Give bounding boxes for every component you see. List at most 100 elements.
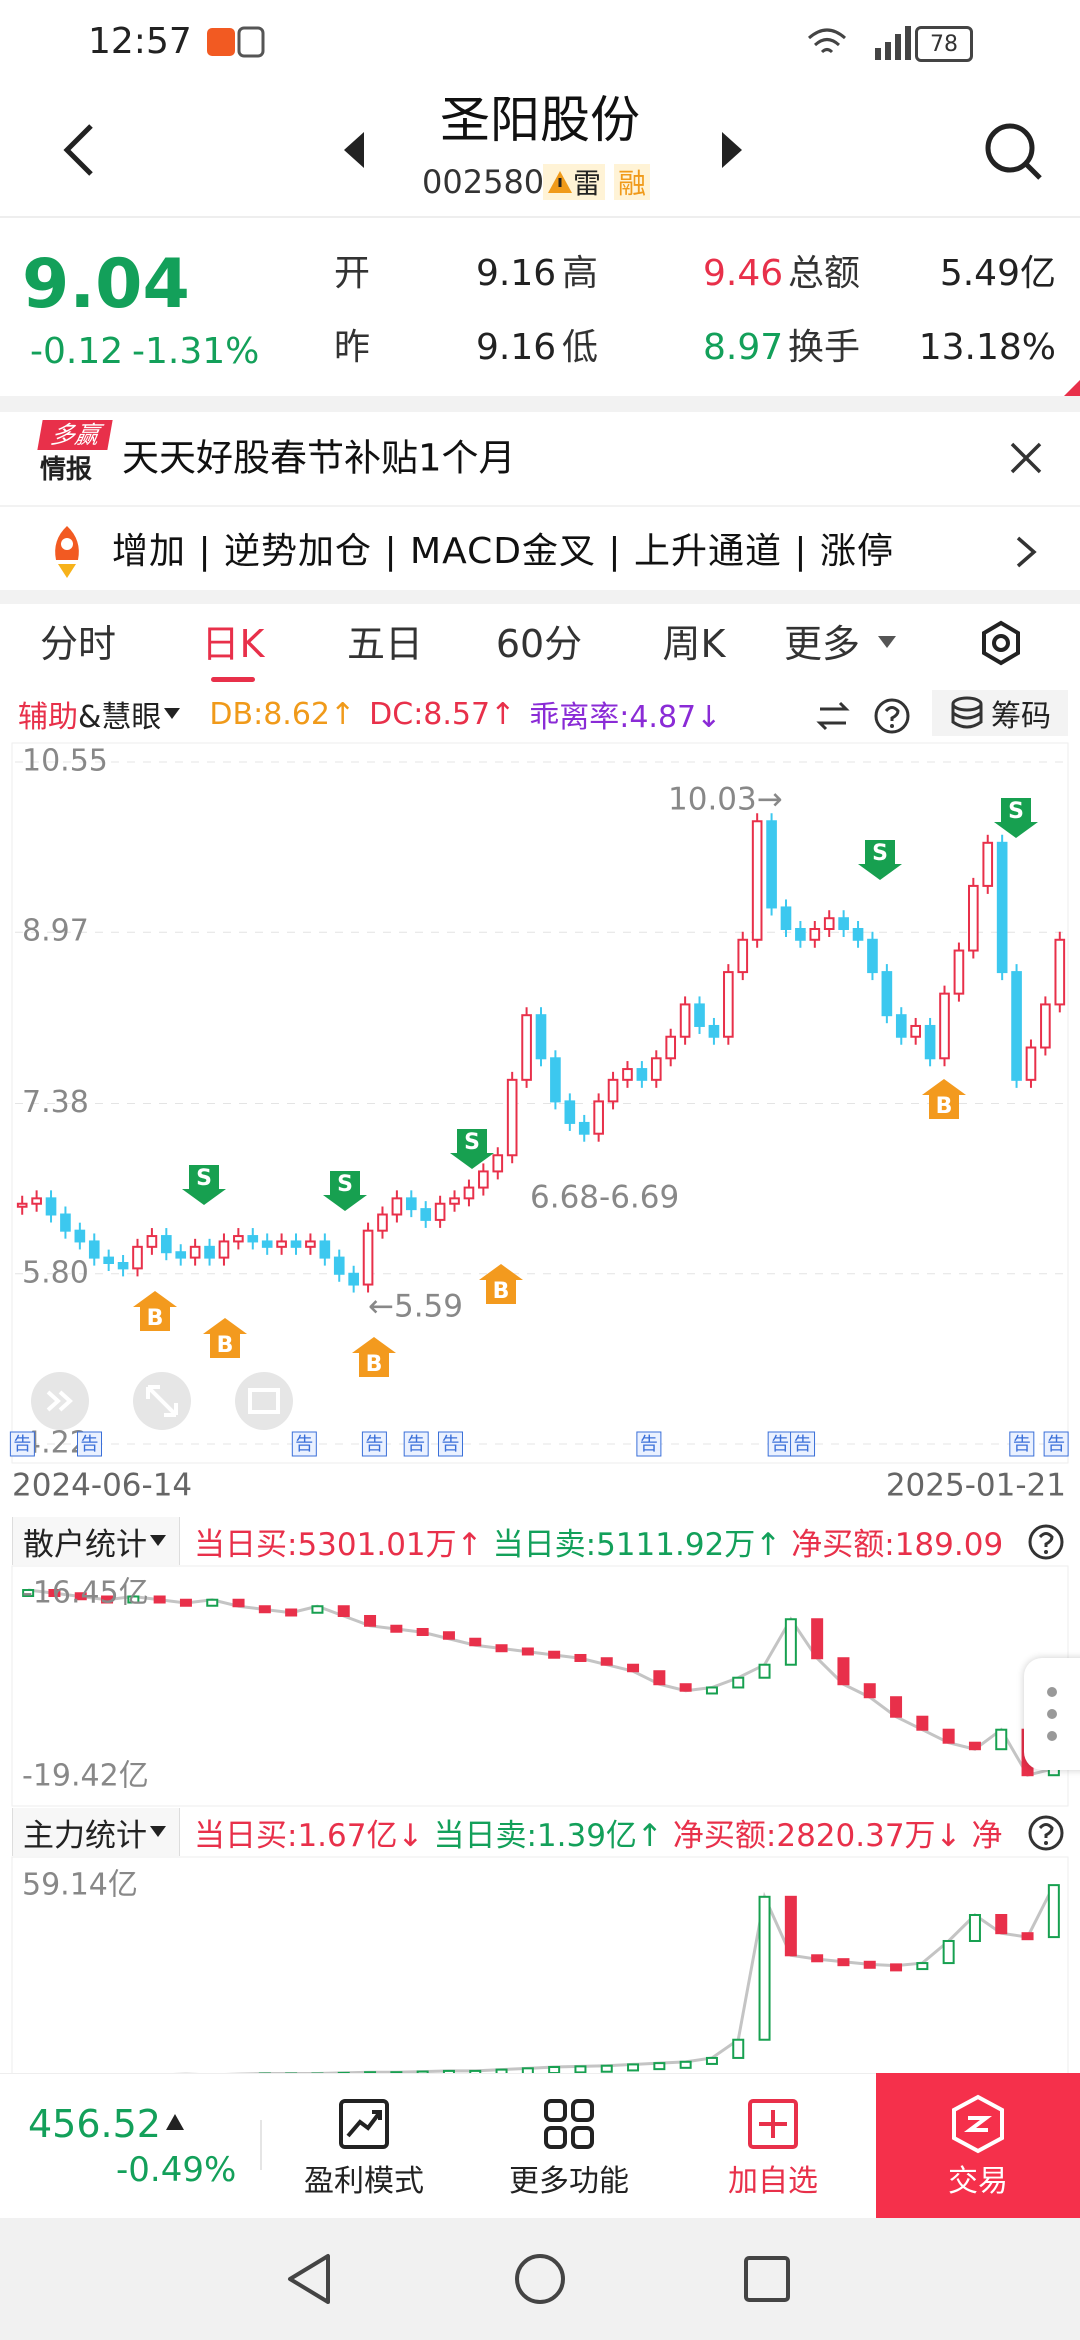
field-value: 8.97 xyxy=(703,327,784,368)
candle xyxy=(795,927,806,941)
tab-active[interactable]: 日K xyxy=(201,622,265,666)
settings-button[interactable] xyxy=(978,620,1024,666)
notice-label: 告 xyxy=(441,1434,459,1455)
flow-mark xyxy=(337,1605,350,1617)
notice-box xyxy=(77,1431,103,1457)
field-label: 换手 xyxy=(788,327,861,368)
back-button[interactable] xyxy=(55,120,105,180)
signal-label: B xyxy=(147,1306,164,1331)
signal-label: S xyxy=(464,1130,480,1155)
candle xyxy=(751,820,763,941)
signal-marker xyxy=(479,1264,523,1304)
tab[interactable]: 五日 xyxy=(346,622,424,666)
ticker-box: 增加 | 逆势加仓 | MACD金叉 | 上升通道 | 涨停 xyxy=(112,530,992,574)
prev-stock[interactable] xyxy=(340,130,370,170)
flow-mark xyxy=(153,1595,166,1604)
margin-tag-text: 融 xyxy=(618,167,647,200)
flow-mark xyxy=(206,1598,219,1607)
notice-label: 告 xyxy=(771,1434,789,1455)
risk-tag: 雷 xyxy=(543,164,606,200)
panel-stat: 净买额:2820.37万↓ xyxy=(672,1817,962,1854)
notice-label: 告 xyxy=(407,1434,425,1455)
notice-box xyxy=(361,1431,387,1457)
flow-mark xyxy=(442,1631,455,1640)
flow-mark xyxy=(442,2069,455,2073)
candle xyxy=(348,1272,359,1286)
candle xyxy=(521,1014,532,1081)
divider xyxy=(260,2120,262,2170)
main-force-select[interactable]: 主力统计 xyxy=(12,1808,180,1856)
tab-underline xyxy=(211,677,255,682)
candle xyxy=(132,1245,143,1270)
chips-text: 筹码 xyxy=(991,699,1051,734)
candle xyxy=(420,1208,432,1221)
tab[interactable]: 周K xyxy=(662,622,726,666)
bottom-button[interactable]: 加自选 xyxy=(728,2164,818,2199)
signal-label: S xyxy=(337,1172,353,1197)
signal-marker xyxy=(994,798,1038,838)
field-label: 开 xyxy=(334,253,371,294)
flow-mark xyxy=(627,1663,640,1673)
tab[interactable]: 60分 xyxy=(495,622,583,666)
flow-mark xyxy=(837,1657,850,1686)
flow-mark xyxy=(364,2071,377,2073)
signal-marker xyxy=(858,840,902,880)
bottom-button[interactable]: 更多功能 xyxy=(509,2164,629,2199)
candle xyxy=(233,1235,244,1243)
ticker-more[interactable] xyxy=(1012,534,1042,570)
status-icons xyxy=(207,26,265,58)
flow-mark xyxy=(916,1715,929,1731)
candle xyxy=(982,841,994,887)
dots xyxy=(1047,1687,1057,1741)
candle xyxy=(953,949,965,995)
flow-mark xyxy=(74,1592,87,1601)
candle xyxy=(103,1256,114,1264)
candle xyxy=(276,1240,287,1248)
banner-close[interactable] xyxy=(1008,440,1044,476)
nav-buttons[interactable] xyxy=(280,2250,820,2310)
search-button[interactable] xyxy=(982,120,1044,182)
y-tick-label: 5.80 xyxy=(22,1255,89,1290)
indicator-select[interactable]: 辅助 &慧眼 xyxy=(18,692,183,736)
y-tick-label: 7.38 xyxy=(22,1085,89,1120)
chips-button[interactable]: 筹码 xyxy=(932,690,1068,736)
field-label: 总额 xyxy=(788,253,861,294)
candle xyxy=(405,1197,417,1211)
ticker-text[interactable]: 增加 | 逆势加仓 | MACD金叉 | 上升通道 | 涨停 xyxy=(112,531,894,572)
notice-box xyxy=(790,1431,816,1457)
candle xyxy=(593,1100,604,1135)
candle xyxy=(737,938,749,974)
panel-frame xyxy=(11,1856,1069,2078)
help-button[interactable] xyxy=(1026,1813,1066,1853)
flow-mark xyxy=(1021,1932,1034,1941)
flow-mark xyxy=(48,1589,61,1597)
chart-tools[interactable] xyxy=(28,1370,308,1432)
x-date-end: 2025-01-21 xyxy=(886,1468,1066,1504)
candle xyxy=(723,971,734,1038)
y-tick-label: -19.42亿 xyxy=(22,1759,149,1794)
retail-select[interactable]: 散户统计 xyxy=(12,1517,180,1565)
flow-mark xyxy=(732,2038,745,2059)
help-button[interactable] xyxy=(1026,1522,1066,1562)
flow-mark xyxy=(863,1683,876,1699)
next-stock[interactable] xyxy=(716,130,746,170)
indicator-tools[interactable] xyxy=(816,696,916,736)
candle xyxy=(160,1235,172,1254)
tab[interactable]: 更多 xyxy=(783,622,861,666)
candle xyxy=(333,1256,345,1275)
candle xyxy=(679,1003,691,1038)
chart-labels: 10.558.977.385.804.2210.03→6.68-6.69←5.5… xyxy=(9,744,1069,1903)
panel-stat: 当日买:1.67亿↓ xyxy=(194,1817,424,1854)
bottom-button[interactable]: 交易 xyxy=(948,2164,1008,2199)
tab[interactable]: 分时 xyxy=(39,622,117,666)
flow-mark xyxy=(837,1958,850,1967)
bottom-button[interactable]: 盈利模式 xyxy=(304,2164,424,2199)
dropdown-arrow xyxy=(150,1535,166,1546)
side-handle[interactable] xyxy=(1024,1658,1080,1770)
battery-level: 78 xyxy=(930,31,958,57)
rocket-icon xyxy=(55,526,79,578)
notice-label: 告 xyxy=(81,1434,99,1455)
retail-header: 散户统计 当日买:5301.01万↑ 当日卖:5111.92万↑ 净买额:189… xyxy=(0,1517,1020,1565)
candle xyxy=(1011,971,1022,1081)
notice-label: 告 xyxy=(794,1434,812,1455)
